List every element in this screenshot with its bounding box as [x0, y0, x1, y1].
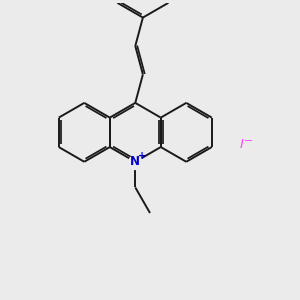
Text: N: N [130, 155, 140, 168]
Text: I: I [239, 138, 243, 151]
Text: +: + [138, 152, 146, 161]
Text: −: − [244, 136, 253, 146]
